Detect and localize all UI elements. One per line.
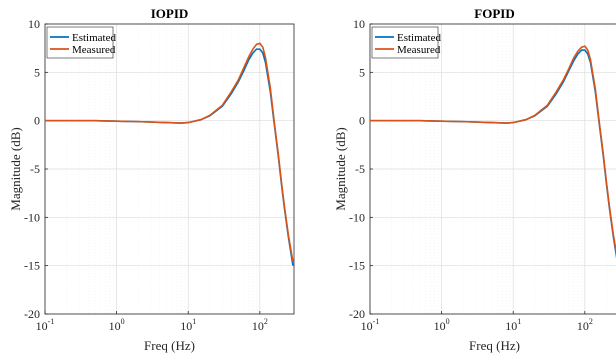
x-tick-label: 101: [180, 317, 196, 333]
x-tick-exponent: -1: [373, 317, 380, 326]
y-tick-label: -10: [349, 210, 365, 224]
y-tick-label: 5: [359, 65, 365, 79]
x-axis-label: Freq (Hz): [144, 338, 195, 353]
x-tick-base: 10: [109, 319, 121, 333]
y-tick-label: -5: [30, 162, 40, 176]
x-tick-exponent: 1: [192, 317, 196, 326]
y-tick-label: 10: [28, 17, 40, 31]
y-tick-label: -10: [24, 210, 40, 224]
x-tick-base: 10: [505, 319, 517, 333]
y-tick-label: 10: [353, 17, 365, 31]
legend-label-measured: Measured: [397, 44, 441, 56]
y-tick-label: -20: [24, 307, 40, 321]
legend-label-estimated: Estimated: [72, 32, 116, 44]
x-tick-base: 10: [434, 319, 446, 333]
x-tick-label: 102: [577, 317, 593, 333]
x-tick-exponent: 0: [446, 317, 450, 326]
x-tick-label: 101: [505, 317, 521, 333]
y-tick-label: 0: [359, 114, 365, 128]
x-tick-exponent: 2: [589, 317, 593, 326]
x-tick-exponent: 1: [517, 317, 521, 326]
x-tick-label: 10-1: [36, 317, 55, 333]
y-axis-label: Magnitude (dB): [8, 127, 23, 210]
x-tick-label: 10-1: [361, 317, 380, 333]
y-axis-label: Magnitude (dB): [333, 127, 348, 210]
series-line-measured: [45, 42, 294, 262]
y-tick-label: -15: [24, 259, 40, 273]
x-tick-base: 10: [36, 319, 48, 333]
y-tick-label: -5: [355, 162, 365, 176]
y-tick-label: -15: [349, 259, 365, 273]
x-tick-base: 10: [252, 319, 264, 333]
chart-title: FOPID: [474, 6, 514, 21]
x-tick-exponent: -1: [48, 317, 55, 326]
legend-label-estimated: Estimated: [397, 32, 441, 44]
legend-box: [46, 26, 114, 59]
legend-box: [371, 26, 439, 59]
x-tick-label: 102: [252, 317, 268, 333]
x-axis-label: Freq (Hz): [469, 338, 520, 353]
y-tick-label: -20: [349, 307, 365, 321]
x-tick-label: 100: [434, 317, 450, 333]
x-tick-exponent: 0: [121, 317, 125, 326]
x-tick-base: 10: [361, 319, 373, 333]
x-tick-label: 100: [109, 317, 125, 333]
series-line-measured: [370, 45, 616, 256]
x-tick-base: 10: [577, 319, 589, 333]
y-tick-label: 0: [34, 114, 40, 128]
chart-title: IOPID: [151, 6, 189, 21]
legend-label-measured: Measured: [72, 44, 116, 56]
y-tick-label: 5: [34, 65, 40, 79]
x-tick-exponent: 2: [264, 317, 268, 326]
x-tick-base: 10: [180, 319, 192, 333]
